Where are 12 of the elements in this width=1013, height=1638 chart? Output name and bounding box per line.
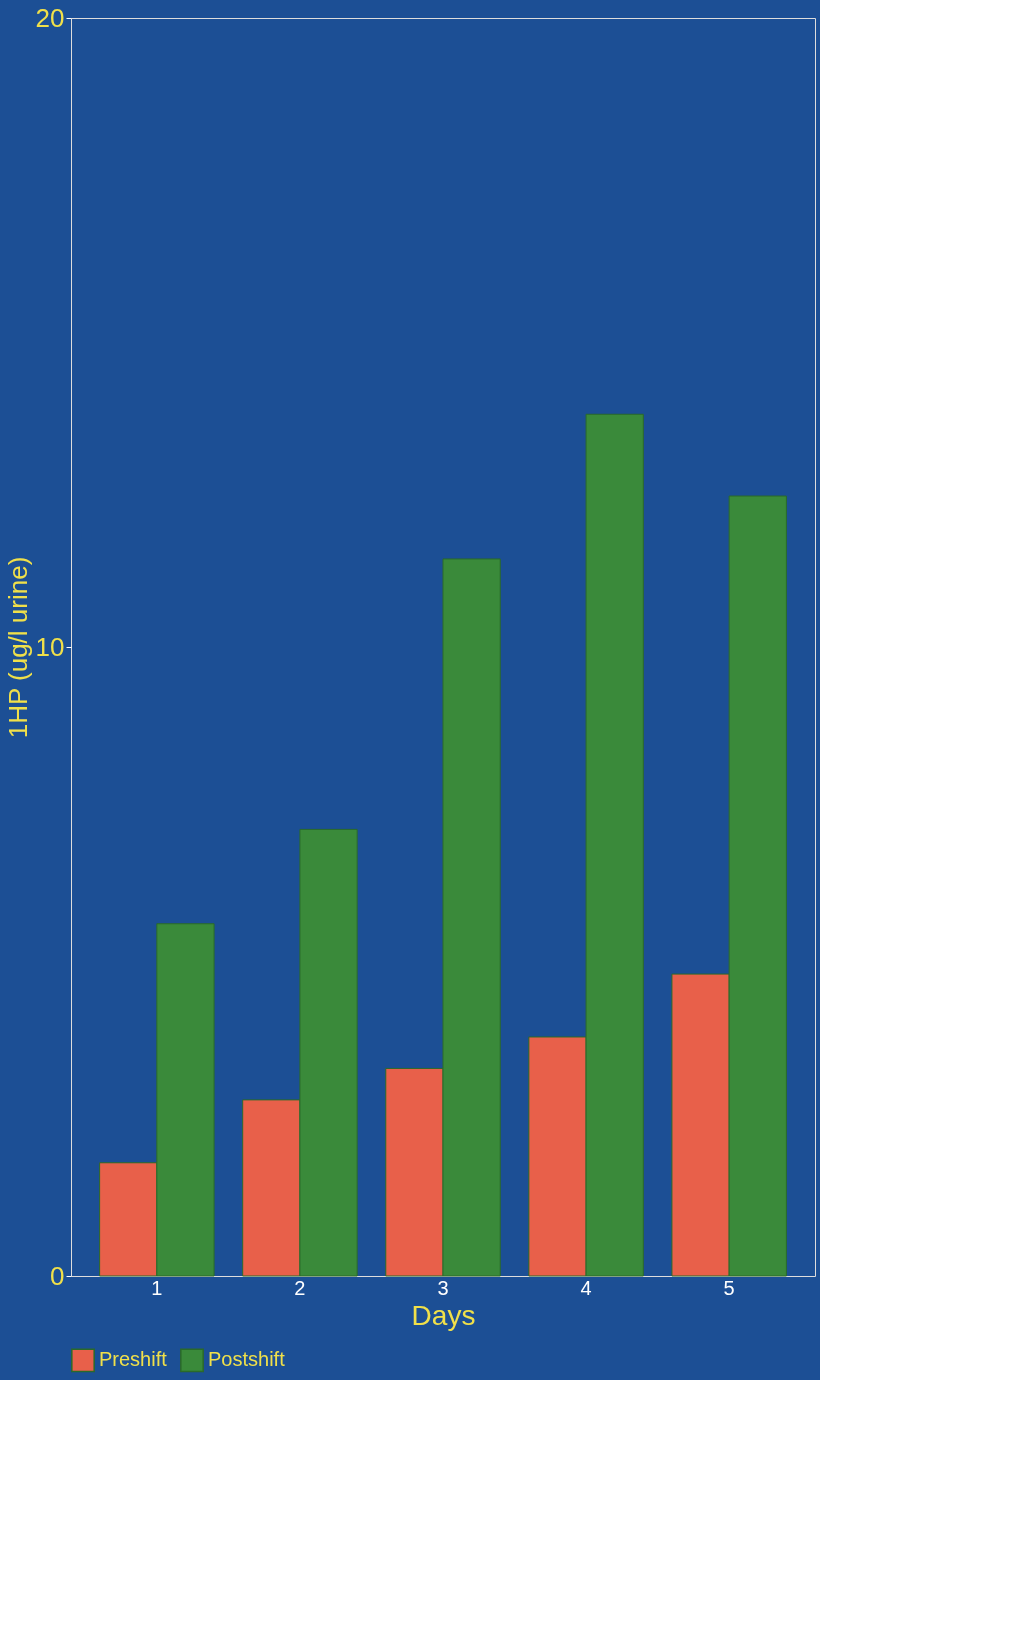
x-tick-label: 2 <box>294 1276 306 1299</box>
y-tick-label: 10 <box>35 631 65 662</box>
legend-label: Postshift <box>208 1348 286 1371</box>
x-axis-title: Days <box>411 1299 476 1331</box>
x-tick-label: 1 <box>151 1276 163 1299</box>
y-tick-label: 0 <box>50 1260 65 1291</box>
legend-label: Preshift <box>99 1348 168 1371</box>
x-tick-label: 5 <box>723 1276 735 1299</box>
x-tick-label: 4 <box>580 1276 592 1299</box>
y-axis-title: 1HP (ug/l urine) <box>2 556 33 739</box>
y-tick-label: 20 <box>35 2 65 33</box>
x-tick-label: 3 <box>437 1276 449 1299</box>
